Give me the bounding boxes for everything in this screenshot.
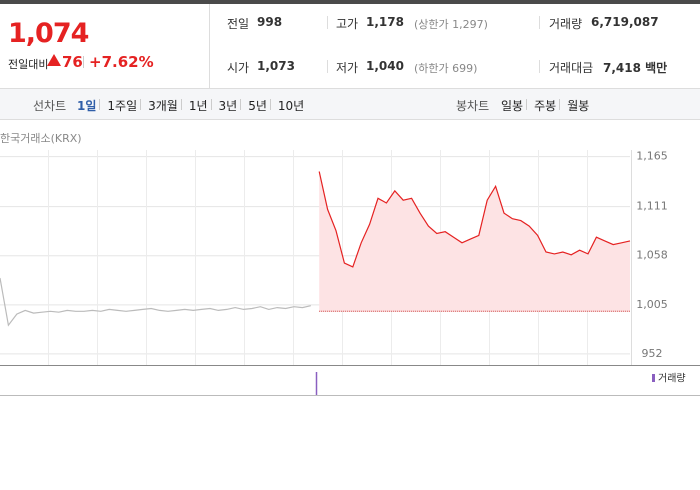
- tab-group-label: 선차트: [33, 99, 67, 113]
- change: 76: [62, 53, 83, 71]
- stat-value: 1,178: [366, 15, 404, 29]
- tab[interactable]: 주봉: [534, 99, 557, 113]
- stat-label: 저가: [336, 61, 359, 75]
- tab[interactable]: 10년: [277, 99, 305, 113]
- tab[interactable]: 1일: [77, 99, 97, 113]
- y-tick-label: 1,058: [636, 249, 668, 262]
- stat-note: (하한가 699): [414, 62, 478, 75]
- legend-label: 거래량: [658, 373, 686, 385]
- divider: [240, 99, 242, 110]
- stat-value: 7,418 백만: [603, 61, 668, 75]
- stat-label: 전일: [227, 17, 250, 31]
- divider: [209, 4, 210, 88]
- change-rate: +7.62%: [89, 53, 154, 71]
- divider: [180, 99, 182, 110]
- tab[interactable]: 일봉: [501, 99, 524, 113]
- stat-label: 거래대금: [549, 61, 594, 75]
- divider: [327, 16, 328, 29]
- tab[interactable]: 월봉: [567, 99, 590, 113]
- divider: [327, 60, 328, 73]
- divider: [539, 16, 540, 29]
- tab[interactable]: 3개월: [148, 99, 178, 113]
- area: [319, 171, 630, 312]
- divider: [559, 99, 561, 110]
- stat-value: 6,719,087: [591, 15, 659, 29]
- line: [0, 277, 311, 327]
- stat-value: 1,073: [257, 59, 295, 73]
- line: [318, 171, 631, 268]
- tab[interactable]: 5년: [248, 99, 267, 113]
- top-bar: [0, 0, 700, 4]
- change-label: 전일대비: [8, 58, 49, 71]
- y-tick-label: 1,005: [636, 298, 668, 311]
- stat-label: 거래량: [549, 17, 583, 31]
- divider: [539, 60, 540, 73]
- stat-label: 시가: [227, 61, 250, 75]
- legend-swatch: [652, 374, 655, 382]
- stat-value: 1,040: [366, 59, 404, 73]
- stat-label: 고가: [336, 17, 359, 31]
- divider: [526, 99, 528, 110]
- divider: [269, 99, 271, 110]
- up-arrow: [47, 54, 61, 66]
- y-tick-label: 952: [642, 347, 663, 360]
- stat-note: (상한가 1,297): [414, 18, 488, 31]
- y-tick-label: 1,111: [636, 200, 668, 213]
- tab-bar: [0, 88, 700, 120]
- tab[interactable]: 3년: [218, 99, 238, 113]
- price: 1,074: [8, 18, 89, 49]
- tab-group-label: 봉차트: [456, 99, 490, 113]
- stat-value: 998: [257, 15, 283, 29]
- tab[interactable]: 1주일: [107, 99, 138, 113]
- divider: [210, 99, 212, 110]
- y-tick-label: 1,165: [636, 150, 668, 163]
- source: 한국거래소(KRX): [0, 132, 82, 145]
- tab[interactable]: 1년: [188, 99, 208, 113]
- divider: [99, 99, 101, 110]
- divider: [140, 99, 142, 110]
- divider: [83, 56, 84, 68]
